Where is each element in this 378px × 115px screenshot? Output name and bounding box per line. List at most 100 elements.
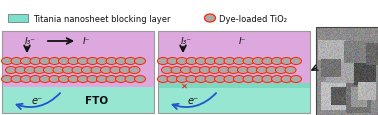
Ellipse shape <box>59 58 70 65</box>
Ellipse shape <box>237 67 248 74</box>
Ellipse shape <box>291 58 302 65</box>
Ellipse shape <box>205 76 216 83</box>
Ellipse shape <box>281 76 292 83</box>
Ellipse shape <box>209 67 220 74</box>
Ellipse shape <box>106 58 117 65</box>
Ellipse shape <box>96 58 107 65</box>
Ellipse shape <box>181 67 192 74</box>
Ellipse shape <box>30 58 41 65</box>
Ellipse shape <box>2 58 12 65</box>
Ellipse shape <box>161 67 172 74</box>
Ellipse shape <box>125 76 136 83</box>
Ellipse shape <box>276 67 287 74</box>
Text: I₃⁻: I₃⁻ <box>181 37 192 46</box>
Text: ✕: ✕ <box>181 81 187 90</box>
Text: I₃⁻: I₃⁻ <box>25 37 36 46</box>
Ellipse shape <box>34 67 45 74</box>
Ellipse shape <box>59 76 70 83</box>
Ellipse shape <box>110 67 121 74</box>
Ellipse shape <box>49 58 60 65</box>
Ellipse shape <box>62 67 73 74</box>
Ellipse shape <box>247 67 258 74</box>
Ellipse shape <box>15 67 26 74</box>
Ellipse shape <box>39 58 51 65</box>
Ellipse shape <box>281 58 292 65</box>
Ellipse shape <box>234 76 245 83</box>
Ellipse shape <box>72 67 83 74</box>
Ellipse shape <box>25 67 36 74</box>
Ellipse shape <box>271 76 282 83</box>
Text: I⁻: I⁻ <box>238 37 246 46</box>
Bar <box>158 32 310 87</box>
Ellipse shape <box>96 76 107 83</box>
Ellipse shape <box>125 58 136 65</box>
Ellipse shape <box>243 58 254 65</box>
Ellipse shape <box>177 58 187 65</box>
Ellipse shape <box>177 76 187 83</box>
Ellipse shape <box>158 58 169 65</box>
Ellipse shape <box>243 76 254 83</box>
Ellipse shape <box>87 58 98 65</box>
Ellipse shape <box>257 67 268 74</box>
Ellipse shape <box>30 76 41 83</box>
Bar <box>158 32 310 113</box>
Ellipse shape <box>200 67 211 74</box>
Ellipse shape <box>119 67 130 74</box>
Ellipse shape <box>228 67 239 74</box>
Ellipse shape <box>167 58 178 65</box>
Ellipse shape <box>205 58 216 65</box>
Ellipse shape <box>43 67 54 74</box>
Ellipse shape <box>68 76 79 83</box>
Text: I⁻: I⁻ <box>82 37 90 46</box>
Ellipse shape <box>129 67 140 74</box>
Ellipse shape <box>135 76 146 83</box>
Ellipse shape <box>135 58 146 65</box>
Ellipse shape <box>195 58 206 65</box>
Ellipse shape <box>186 58 197 65</box>
Ellipse shape <box>271 58 282 65</box>
Ellipse shape <box>53 67 64 74</box>
Ellipse shape <box>253 76 263 83</box>
Ellipse shape <box>11 58 22 65</box>
Text: e⁻: e⁻ <box>187 95 198 105</box>
Ellipse shape <box>266 67 277 74</box>
Ellipse shape <box>262 58 273 65</box>
Bar <box>158 83 310 88</box>
Ellipse shape <box>20 76 31 83</box>
Text: FTO: FTO <box>85 95 108 105</box>
Bar <box>2 32 154 87</box>
Text: Titania nanosheet blocking layer: Titania nanosheet blocking layer <box>33 14 170 23</box>
Ellipse shape <box>87 76 98 83</box>
Ellipse shape <box>91 67 102 74</box>
Ellipse shape <box>116 76 127 83</box>
Ellipse shape <box>49 76 60 83</box>
Ellipse shape <box>39 76 51 83</box>
Ellipse shape <box>285 67 296 74</box>
Bar <box>2 87 154 113</box>
Ellipse shape <box>82 67 93 74</box>
Ellipse shape <box>186 76 197 83</box>
Ellipse shape <box>204 15 215 23</box>
Ellipse shape <box>158 76 169 83</box>
Ellipse shape <box>6 67 17 74</box>
Ellipse shape <box>190 67 201 74</box>
Bar <box>8 15 28 23</box>
Text: e⁻: e⁻ <box>31 95 43 105</box>
Ellipse shape <box>11 76 22 83</box>
Ellipse shape <box>68 58 79 65</box>
Ellipse shape <box>262 76 273 83</box>
Ellipse shape <box>224 76 235 83</box>
Ellipse shape <box>101 67 112 74</box>
Ellipse shape <box>291 76 302 83</box>
Ellipse shape <box>214 76 226 83</box>
Bar <box>2 32 154 113</box>
Ellipse shape <box>171 67 182 74</box>
Ellipse shape <box>234 58 245 65</box>
Ellipse shape <box>195 76 206 83</box>
Ellipse shape <box>253 58 263 65</box>
Text: Dye-loaded TiO₂: Dye-loaded TiO₂ <box>219 14 287 23</box>
Ellipse shape <box>116 58 127 65</box>
Bar <box>316 28 378 115</box>
Bar <box>158 87 310 113</box>
Ellipse shape <box>218 67 229 74</box>
